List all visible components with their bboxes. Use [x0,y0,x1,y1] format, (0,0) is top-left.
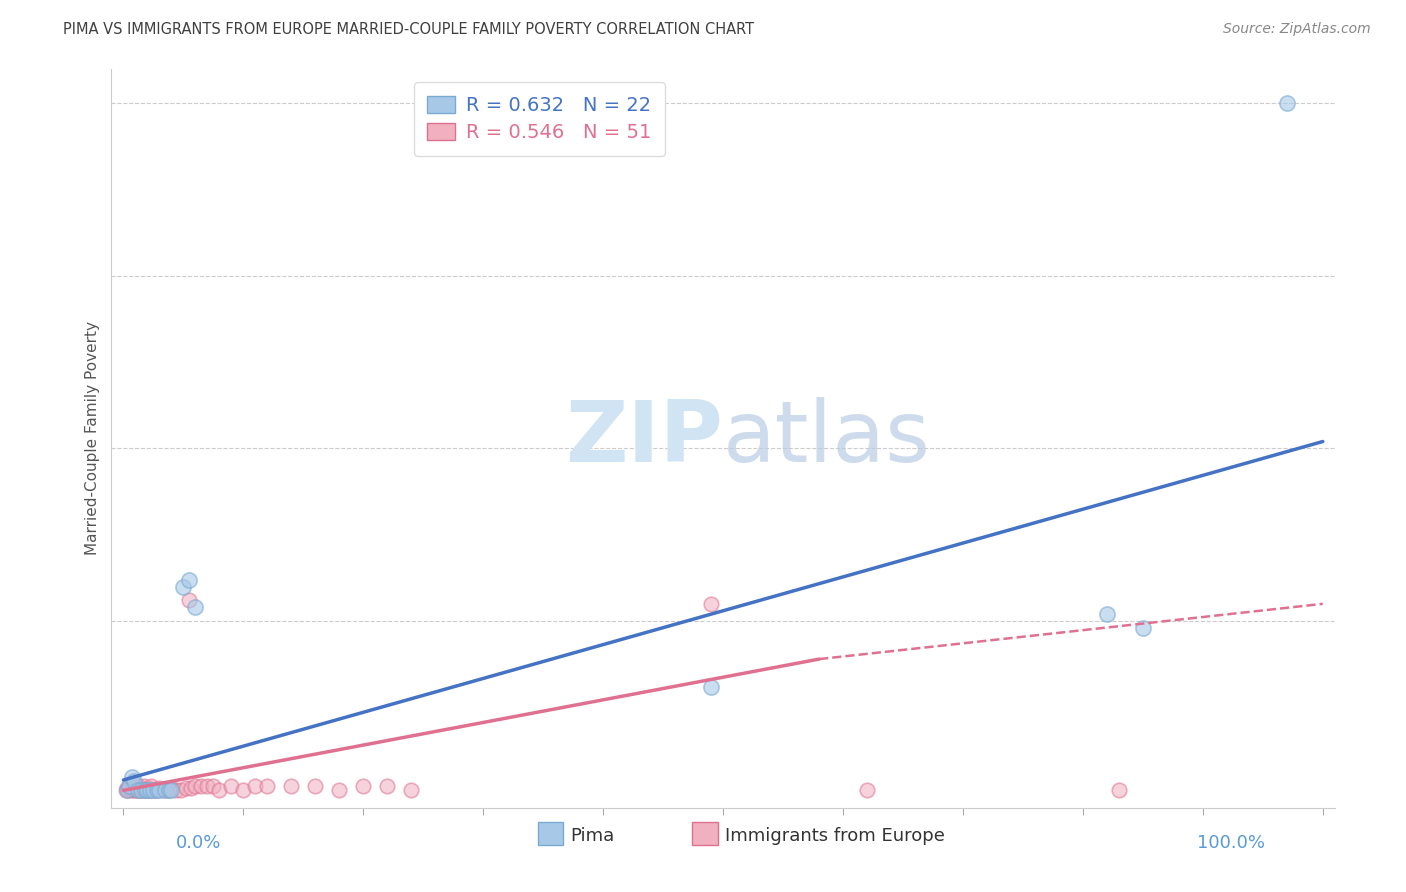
Point [221,779,243,793]
Point [120,783,142,797]
Point [184,779,207,793]
Point [172,580,194,594]
Point [165,783,187,797]
Point [135,783,157,797]
Point [145,783,167,797]
Point [139,779,162,793]
Point [155,783,177,797]
Point [115,781,138,796]
Point [155,783,177,797]
Point [148,781,170,796]
Legend: R = 0.632   N = 22, R = 0.546   N = 51: R = 0.632 N = 22, R = 0.546 N = 51 [413,82,665,156]
Point [352,779,374,793]
Text: PIMA VS IMMIGRANTS FROM EUROPE MARRIED-COUPLE FAMILY POVERTY CORRELATION CHART: PIMA VS IMMIGRANTS FROM EUROPE MARRIED-C… [63,22,755,37]
Y-axis label: Married-Couple Family Poverty: Married-Couple Family Poverty [86,321,100,555]
Point [190,779,212,793]
Text: 0.0%: 0.0% [176,834,221,852]
Point [180,781,202,796]
Point [399,783,422,797]
Point [132,779,155,793]
Point [157,783,180,797]
Point [174,781,197,796]
Point [125,783,148,797]
Point [280,779,302,793]
Point [202,779,225,793]
Text: 100.0%: 100.0% [1198,834,1265,852]
Point [142,783,165,797]
Point [118,779,141,793]
Point [118,779,141,793]
Point [170,783,193,797]
Point [122,783,145,797]
Point [131,783,153,797]
Point [128,783,150,797]
Point [1095,607,1118,622]
Point [152,783,174,797]
Point [856,783,879,797]
Point [134,783,156,797]
Point [131,781,153,796]
Point [124,783,146,797]
Point [146,783,169,797]
Point [148,783,170,797]
Point [115,783,138,797]
Point [121,781,143,796]
Text: atlas: atlas [723,397,931,480]
Point [131,783,153,797]
Point [328,783,350,797]
Text: ZIP: ZIP [565,397,723,480]
Point [117,783,139,797]
Point [114,783,136,797]
Point [700,597,723,611]
Text: Source: ZipAtlas.com: Source: ZipAtlas.com [1223,22,1371,37]
Point [142,783,165,797]
Point [127,779,149,793]
Text: Pima: Pima [571,827,614,845]
Point [195,779,218,793]
Point [160,781,183,796]
Point [122,776,145,790]
Text: Immigrants from Europe: Immigrants from Europe [725,827,945,845]
Point [139,783,162,797]
Point [1108,783,1130,797]
Point [375,779,398,793]
Point [122,774,145,789]
Point [127,783,149,797]
Point [121,770,143,784]
Point [304,779,326,793]
Point [179,593,201,607]
Point [232,783,254,797]
Point [256,779,278,793]
Point [245,779,267,793]
Point [700,680,723,694]
Point [134,783,156,797]
Point [136,783,159,797]
Point [208,783,231,797]
Point [160,783,183,797]
Point [1132,621,1154,635]
Point [1275,96,1298,111]
Point [184,600,207,615]
Point [129,783,152,797]
Point [136,783,159,797]
Point [179,573,201,587]
Point [139,783,162,797]
Point [138,781,160,796]
